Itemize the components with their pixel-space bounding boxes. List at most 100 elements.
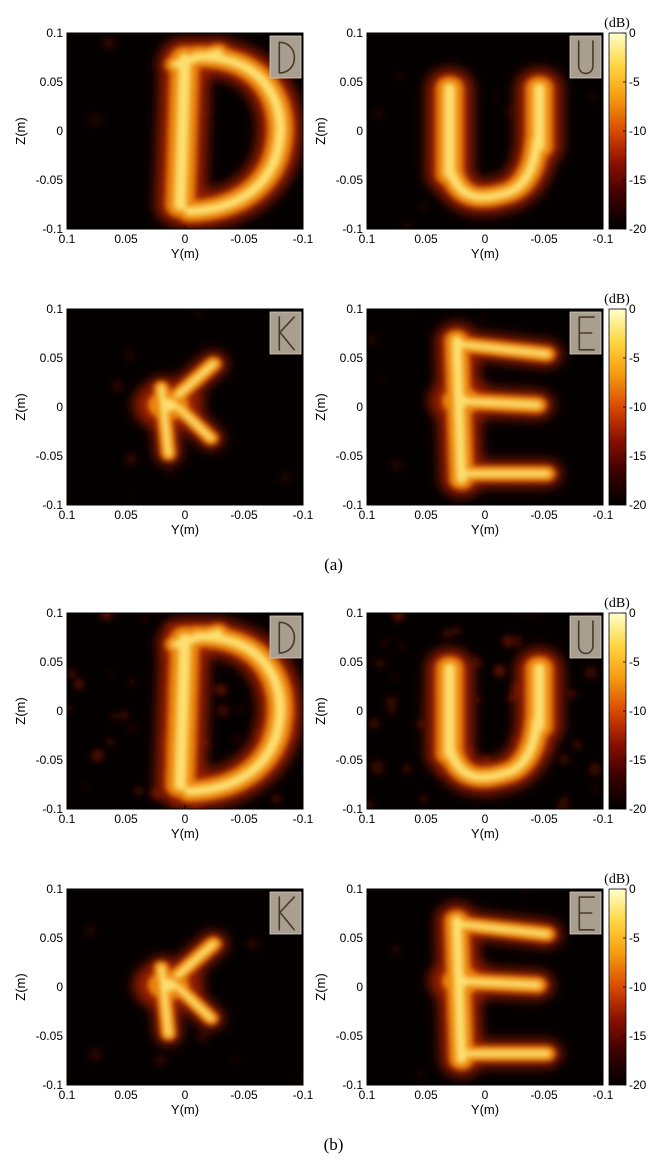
noise-spot bbox=[392, 613, 405, 622]
noise-spot bbox=[381, 642, 387, 648]
x-axis-title: Y(m) bbox=[171, 522, 199, 537]
colorbar-tick-label: -20 bbox=[629, 802, 647, 816]
noise-spot bbox=[521, 889, 528, 893]
inset-letter-outline bbox=[578, 896, 595, 931]
noise-spot bbox=[385, 696, 398, 708]
inset-letter-outline bbox=[278, 896, 295, 931]
colorbar-tick-label: -15 bbox=[629, 753, 647, 767]
letter-spot-k bbox=[159, 398, 178, 412]
heatmap-panel-e-a: 0.1 0.05 0 -0.05 -0.10.10.050-0.05-0.1Y(m)Z(… bbox=[313, 302, 614, 537]
noise-spot bbox=[294, 1078, 301, 1085]
noise-spot bbox=[231, 1056, 240, 1064]
x-tick-label: 0.1 bbox=[359, 812, 376, 826]
letter-stroke-k-1 bbox=[174, 940, 217, 979]
colorbar-tick-label: 0 bbox=[629, 882, 636, 896]
x-tick-label: -0.1 bbox=[593, 1088, 614, 1102]
noise-spot bbox=[388, 706, 397, 715]
colorbar-tick-label: -5 bbox=[629, 931, 640, 945]
y-tick-label: 0 bbox=[56, 124, 63, 138]
x-tick-label: 0 bbox=[482, 508, 489, 522]
x-tick-label: -0.1 bbox=[293, 232, 314, 246]
x-tick-label: 0.05 bbox=[114, 232, 138, 246]
inset-letter-outline bbox=[278, 621, 296, 654]
letter-layer-2 bbox=[158, 940, 217, 1037]
x-tick-label: 0.05 bbox=[114, 1088, 138, 1102]
noise-spot bbox=[509, 635, 523, 649]
plot-content bbox=[367, 613, 602, 809]
noise-spot bbox=[202, 393, 208, 398]
y-tick-label: 0.05 bbox=[40, 75, 64, 89]
letter-stroke-e-1 bbox=[457, 921, 551, 938]
letter-stroke-d-0 bbox=[184, 631, 286, 796]
y-tick-label: 0.05 bbox=[340, 931, 364, 945]
noise-spot bbox=[123, 349, 136, 362]
letter-stroke-d-0 bbox=[184, 51, 286, 216]
noise-spot bbox=[89, 1048, 102, 1061]
x-axis-title: Y(m) bbox=[471, 1102, 499, 1117]
noise-spot bbox=[493, 664, 506, 677]
y-tick-label: -0.1 bbox=[342, 1078, 363, 1092]
x-axis-title: Y(m) bbox=[471, 246, 499, 261]
x-tick-label: 0 bbox=[482, 232, 489, 246]
inset-photo-frame bbox=[569, 615, 602, 659]
x-tick-label: -0.05 bbox=[230, 1088, 258, 1102]
noise-spot bbox=[367, 658, 373, 664]
x-tick-label: -0.1 bbox=[593, 232, 614, 246]
noise-spot bbox=[134, 785, 145, 796]
letter-layer-2 bbox=[443, 663, 546, 782]
colorbar-tick-label: -5 bbox=[629, 655, 640, 669]
inset-letter-outline bbox=[278, 316, 295, 351]
colorbar-tick-label: 0 bbox=[629, 606, 636, 620]
y-axis-title: Z(m) bbox=[13, 117, 28, 144]
noise-spot bbox=[368, 717, 380, 730]
noise-spot bbox=[107, 738, 114, 746]
noise-spot bbox=[391, 674, 397, 680]
colorbar-title: (dB) bbox=[604, 292, 630, 307]
noise-spot bbox=[129, 725, 135, 731]
x-tick-label: -0.1 bbox=[593, 812, 614, 826]
colorbar-tick-label: -5 bbox=[629, 75, 640, 89]
plot-content bbox=[88, 35, 303, 229]
noise-spot bbox=[567, 690, 576, 699]
x-tick-label: 0.1 bbox=[59, 812, 76, 826]
colorbar: (dB)0 -5 -10 -15 -20 bbox=[604, 292, 647, 512]
x-tick-label: 0.05 bbox=[414, 232, 438, 246]
x-tick-label: 0.1 bbox=[59, 1088, 76, 1102]
letter-stroke-e-2 bbox=[457, 397, 542, 409]
caption-b: (b) bbox=[323, 1135, 344, 1154]
noise-spot bbox=[394, 72, 404, 82]
x-tick-label: -0.1 bbox=[593, 508, 614, 522]
y-tick-label: 0.05 bbox=[340, 351, 364, 365]
y-axis-title: Z(m) bbox=[313, 117, 328, 144]
letter-d-photo bbox=[269, 615, 302, 659]
noise-spot bbox=[196, 1029, 210, 1043]
x-tick-label: 0 bbox=[182, 812, 189, 826]
noise-spot bbox=[470, 656, 483, 669]
x-tick-label: -0.1 bbox=[293, 812, 314, 826]
noise-spot bbox=[404, 313, 410, 319]
noise-spot bbox=[378, 375, 386, 382]
noise-spot bbox=[272, 794, 281, 803]
x-tick-label: 0.1 bbox=[359, 232, 376, 246]
y-tick-label: -0.1 bbox=[342, 222, 363, 236]
noise-spot bbox=[247, 938, 258, 950]
letter-stroke-d-1 bbox=[174, 633, 192, 791]
colorbar-tick-label: -10 bbox=[629, 704, 647, 718]
x-axis-title: Y(m) bbox=[171, 1102, 199, 1117]
noise-spot bbox=[519, 613, 524, 617]
noise-spot bbox=[101, 36, 116, 50]
noise-spot bbox=[82, 783, 88, 789]
letter-stroke-e-0 bbox=[451, 916, 467, 1064]
y-axis-title: Z(m) bbox=[13, 697, 28, 724]
noise-spot bbox=[154, 1054, 167, 1067]
noise-spot bbox=[108, 670, 114, 675]
x-tick-label: -0.05 bbox=[230, 508, 258, 522]
noise-spot bbox=[573, 740, 581, 749]
colorbar-tick-label: -10 bbox=[629, 980, 647, 994]
noise-spot bbox=[398, 642, 406, 650]
letter-e-photo bbox=[569, 311, 602, 355]
y-tick-label: 0.05 bbox=[40, 351, 64, 365]
heatmap-panel-e-b: 0.1 0.05 0 -0.05 -0.10.10.050-0.05-0.1Y(m)Z(… bbox=[313, 882, 614, 1117]
